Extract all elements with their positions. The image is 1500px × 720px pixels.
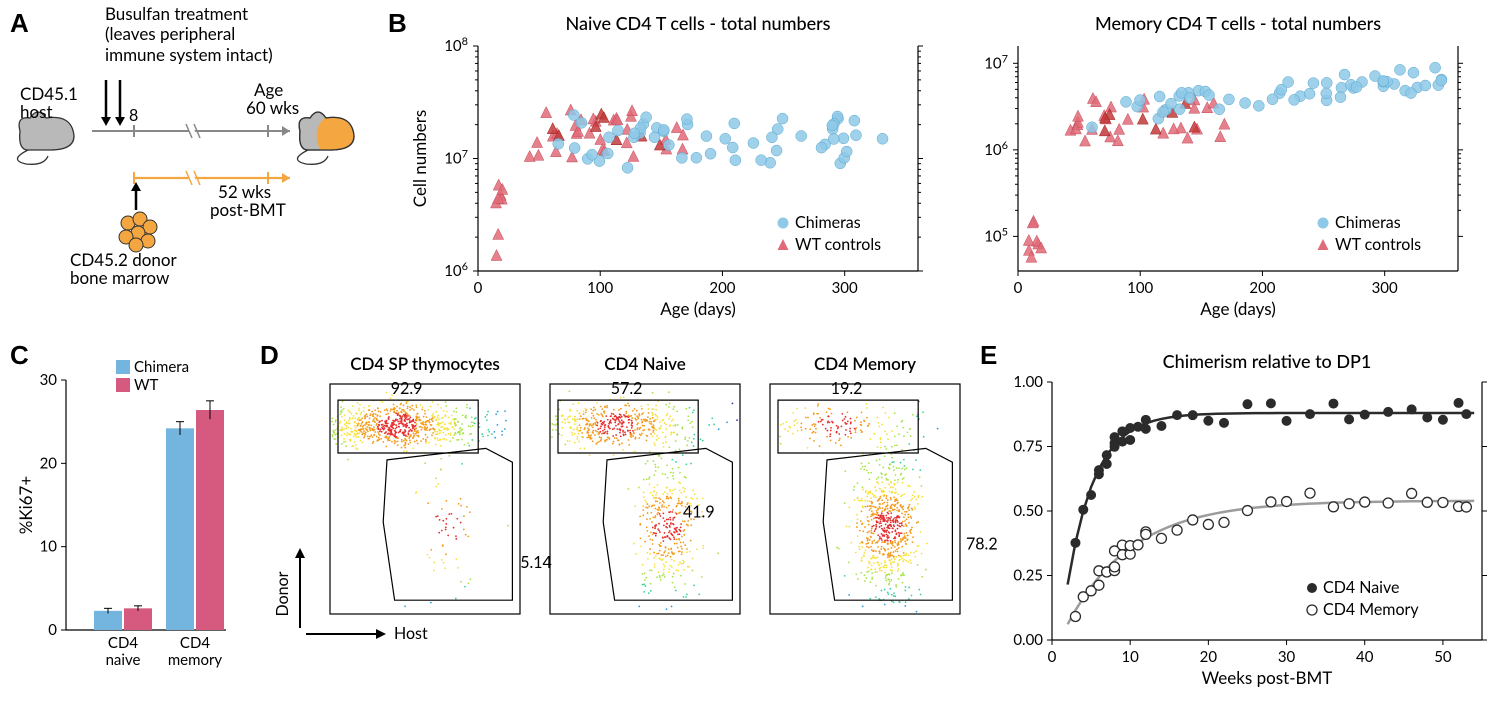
- svg-text:19.2: 19.2: [831, 379, 863, 398]
- panel-b: B Naive CD4 T cells - total numbers 106 10…: [388, 8, 1488, 318]
- svg-text:92.9: 92.9: [391, 379, 423, 398]
- svg-text:108: 108: [444, 35, 468, 55]
- svg-text:naive: naive: [106, 651, 141, 669]
- svg-text:Donor: Donor: [273, 571, 292, 616]
- svg-text:Chimera: Chimera: [134, 358, 189, 376]
- panel-c-chart: 0102030%Ki67+CD4naiveCD4memoryChimeraWT: [18, 350, 248, 720]
- panel-b-label: B: [388, 8, 407, 39]
- svg-text:0: 0: [48, 621, 57, 639]
- panel-e: E Chimerism relative to DP1 0.00 0.25 0.50 0…: [980, 340, 1490, 710]
- svg-text:200: 200: [709, 279, 735, 297]
- svg-text:0: 0: [1048, 648, 1057, 666]
- svg-text:100: 100: [1127, 279, 1153, 297]
- svg-text:107: 107: [984, 52, 1008, 72]
- panel-a-diagram: CD45.1host 8 Age60 wks 52 wkspost-BMT: [10, 18, 360, 298]
- svg-text:100: 100: [587, 279, 613, 297]
- svg-text:30: 30: [1278, 648, 1296, 666]
- svg-text:CD45.1host: CD45.1host: [20, 83, 78, 122]
- svg-text:Chimerism relative to DP1: Chimerism relative to DP1: [1163, 350, 1372, 372]
- svg-text:WT controls: WT controls: [795, 235, 881, 254]
- svg-text:20: 20: [40, 454, 58, 472]
- svg-text:41.9: 41.9: [683, 502, 715, 521]
- svg-text:10: 10: [1121, 648, 1139, 666]
- svg-text:Age60 wks: Age60 wks: [246, 79, 299, 118]
- svg-text:30: 30: [40, 371, 58, 389]
- svg-text:Weeks post-BMT: Weeks post-BMT: [1202, 667, 1333, 688]
- svg-text:Cell numbers: Cell numbers: [409, 110, 430, 207]
- svg-text:52 wkspost-BMT: 52 wkspost-BMT: [210, 181, 286, 220]
- svg-text:0.75: 0.75: [1013, 438, 1043, 456]
- svg-text:10: 10: [40, 538, 58, 556]
- svg-text:CD4 Naive: CD4 Naive: [1323, 578, 1399, 597]
- svg-text:0: 0: [474, 279, 483, 297]
- svg-text:300: 300: [1372, 279, 1398, 297]
- panel-e-chart: Chimerism relative to DP1 0.00 0.25 0.50 0.7…: [1002, 348, 1500, 718]
- svg-text:Chimeras: Chimeras: [1335, 213, 1401, 232]
- svg-text:Host: Host: [394, 624, 428, 643]
- panel-c: C 0102030%Ki67+CD4naiveCD4memoryChimeraW…: [10, 340, 240, 710]
- panel-b-charts: Naive CD4 T cells - total numbers 106 107 1…: [408, 8, 1500, 318]
- svg-text:CD45.2 donorbone marrow: CD45.2 donorbone marrow: [70, 249, 178, 288]
- svg-text:0.00: 0.00: [1013, 631, 1043, 649]
- svg-text:106: 106: [984, 139, 1008, 159]
- svg-text:CD4: CD4: [180, 634, 210, 652]
- svg-text:CD4 Naive: CD4 Naive: [604, 353, 686, 374]
- svg-text:107: 107: [444, 148, 468, 168]
- svg-text:8: 8: [129, 106, 138, 125]
- svg-text:200: 200: [1249, 279, 1275, 297]
- svg-text:memory: memory: [168, 651, 223, 669]
- svg-text:105: 105: [984, 225, 1008, 245]
- svg-text:0: 0: [1014, 279, 1023, 297]
- svg-text:1.00: 1.00: [1013, 373, 1043, 391]
- svg-text:Memory CD4 T cells - total num: Memory CD4 T cells - total numbers: [1095, 12, 1381, 34]
- svg-text:5.14: 5.14: [520, 553, 552, 572]
- svg-text:Naive CD4 T cells - total numb: Naive CD4 T cells - total numbers: [566, 12, 831, 34]
- svg-text:0.50: 0.50: [1013, 502, 1043, 520]
- svg-text:300: 300: [832, 279, 858, 297]
- svg-text:CD4 SP thymocytes: CD4 SP thymocytes: [350, 353, 500, 374]
- svg-text:WT: WT: [134, 376, 159, 394]
- svg-text:40: 40: [1356, 648, 1374, 666]
- panel-d-label: D: [260, 340, 279, 371]
- svg-text:106: 106: [444, 260, 468, 280]
- svg-text:Chimeras: Chimeras: [795, 213, 861, 232]
- panel-d-plots: DonorHostCD4 SP thymocytes92.95.14CD4 Na…: [280, 348, 980, 718]
- panel-a: A Busulfan treatment (leaves peripheral …: [10, 8, 360, 308]
- svg-text:Age (days): Age (days): [1200, 298, 1276, 319]
- svg-text:CD4 Memory: CD4 Memory: [814, 353, 916, 374]
- svg-text:20: 20: [1200, 648, 1218, 666]
- svg-text:CD4: CD4: [108, 634, 138, 652]
- svg-text:57.2: 57.2: [611, 379, 643, 398]
- svg-text:Age (days): Age (days): [660, 298, 736, 319]
- panel-e-label: E: [980, 340, 997, 371]
- svg-text:WT controls: WT controls: [1335, 235, 1421, 254]
- svg-text:0.25: 0.25: [1013, 567, 1043, 585]
- svg-text:%Ki67+: %Ki67+: [15, 476, 36, 535]
- panel-d: D Donor Host CD4 SP thymocytes 92.9 5.14 CD4 …: [260, 340, 960, 710]
- svg-text:CD4 Memory: CD4 Memory: [1323, 600, 1419, 619]
- svg-text:50: 50: [1434, 648, 1452, 666]
